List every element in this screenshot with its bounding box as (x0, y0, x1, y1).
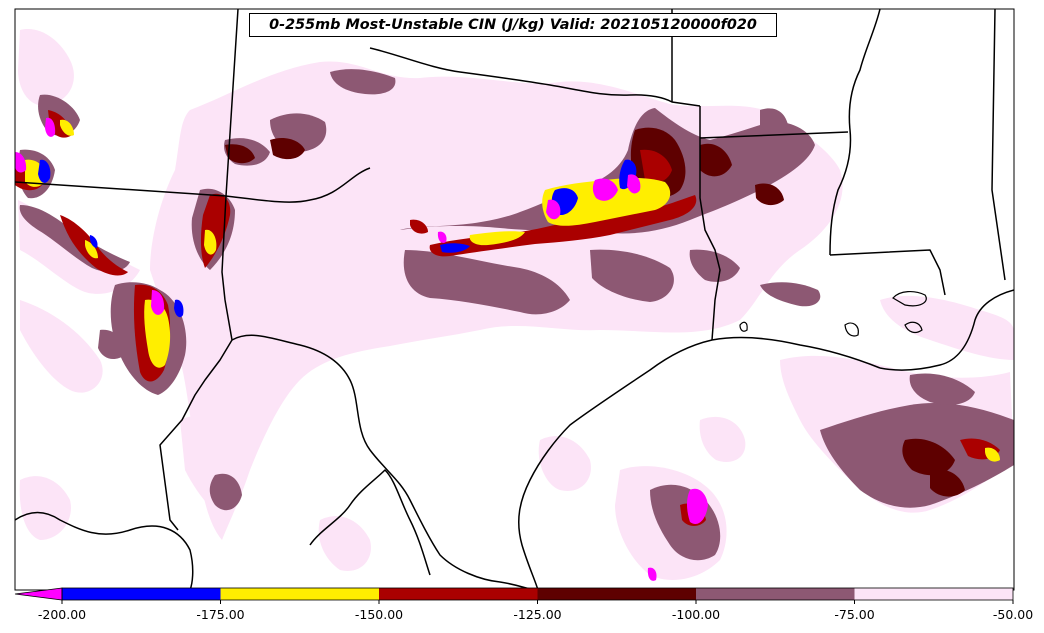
colorbar-swatch (62, 588, 221, 600)
colorbar-swatch (854, 588, 1013, 600)
colorbar-tick-label: -125.00 (513, 607, 562, 622)
colorbar-tick-label: -150.00 (354, 607, 404, 622)
colorbar-swatch (220, 588, 379, 600)
colorbar-tick-label: -200.00 (37, 607, 87, 622)
colorbar (14, 587, 1014, 604)
cin-band-below-200 (15, 117, 708, 581)
map-title: 0-255mb Most-Unstable CIN (J/kg) Valid: … (249, 13, 777, 37)
coastal-lakes (739, 291, 927, 337)
colorbar-swatch (696, 588, 855, 600)
colorbar-tick-label: -175.00 (196, 607, 245, 622)
colorbar-swatch (379, 588, 538, 600)
state-boundaries (15, 9, 1014, 590)
cin-band-200-175 (38, 159, 637, 318)
colorbar-swatch (537, 588, 696, 600)
colorbar-tick-label: -75.00 (834, 607, 875, 622)
colorbar-tick-label: -50.00 (992, 607, 1034, 622)
colorbar-tick-label: -100.00 (671, 607, 721, 622)
